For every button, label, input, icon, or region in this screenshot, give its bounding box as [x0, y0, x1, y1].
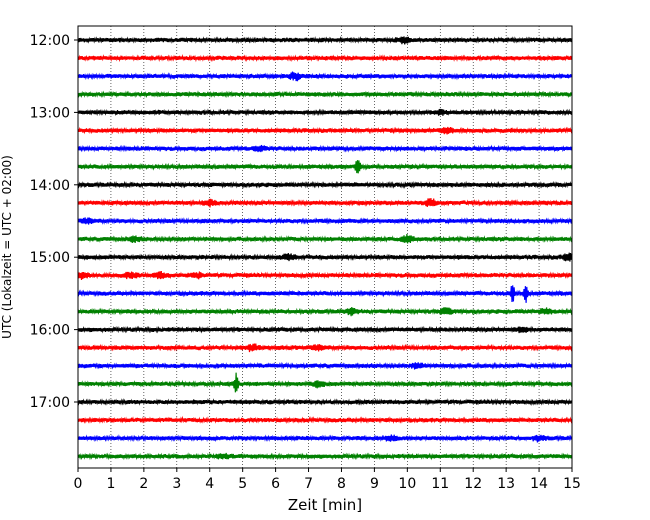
trace-1230: [77, 71, 573, 82]
trace-1245: [77, 90, 573, 99]
trace-1645: [77, 372, 573, 393]
x-tick-label: 7: [304, 476, 313, 492]
trace-1415: [77, 197, 573, 208]
y-tick-label: 15:00: [30, 250, 70, 266]
trace-1745: [77, 452, 573, 461]
trace-1315: [77, 126, 573, 135]
y-tick-label: 13:00: [30, 105, 70, 121]
trace-1330: [77, 144, 573, 153]
x-tick-label: 15: [563, 476, 581, 492]
trace-1515: [77, 271, 573, 281]
seismic-traces: [77, 36, 573, 461]
trace-1400: [77, 180, 573, 189]
y-tick-label: 16:00: [30, 323, 70, 339]
trace-1200: [77, 36, 573, 45]
trace-1630: [77, 361, 573, 370]
x-tick-label: 0: [74, 476, 83, 492]
x-tick-label: 4: [205, 476, 214, 492]
x-tick-label: 6: [271, 476, 280, 492]
trace-1700: [77, 398, 573, 407]
y-tick-label: 14:00: [30, 178, 70, 194]
x-tick-label: 5: [238, 476, 247, 492]
y-axis-label: UTC (Lokalzeit = UTC + 02:00): [0, 155, 14, 339]
trace-1600: [77, 325, 573, 334]
x-tick-label: 3: [172, 476, 181, 492]
trace-1545: [77, 307, 573, 317]
trace-1500: [77, 252, 573, 262]
trace-1615: [77, 343, 573, 353]
plot-frame: [77, 25, 573, 469]
x-axis-ticks: 0 1 2 3 4 5 6 7 8 9 10 11 12 13 14 15: [74, 468, 581, 492]
x-tick-label: 13: [497, 476, 515, 492]
trace-1730: [77, 434, 573, 443]
trace-1345: [77, 160, 573, 174]
y-tick-label: 12:00: [30, 33, 70, 49]
x-tick-label: 8: [337, 476, 346, 492]
x-axis-label: Zeit [min]: [288, 496, 362, 514]
trace-1445: [77, 234, 573, 244]
x-tick-label: 2: [139, 476, 148, 492]
x-tick-label: 9: [370, 476, 379, 492]
trace-1530: [77, 285, 573, 303]
x-tick-label: 12: [464, 476, 482, 492]
x-tick-label: 14: [530, 476, 548, 492]
x-tick-label: 10: [398, 476, 416, 492]
trace-1300: [77, 108, 573, 117]
x-tick-label: 1: [106, 476, 115, 492]
y-axis-ticks: 12:00 13:00 14:00 15:00 16:00 17:00: [30, 33, 78, 411]
trace-1215: [77, 54, 573, 63]
y-tick-label: 17:00: [30, 395, 70, 411]
trace-1430: [77, 217, 573, 225]
trace-1715: [77, 415, 573, 424]
x-tick-label: 11: [431, 476, 449, 492]
